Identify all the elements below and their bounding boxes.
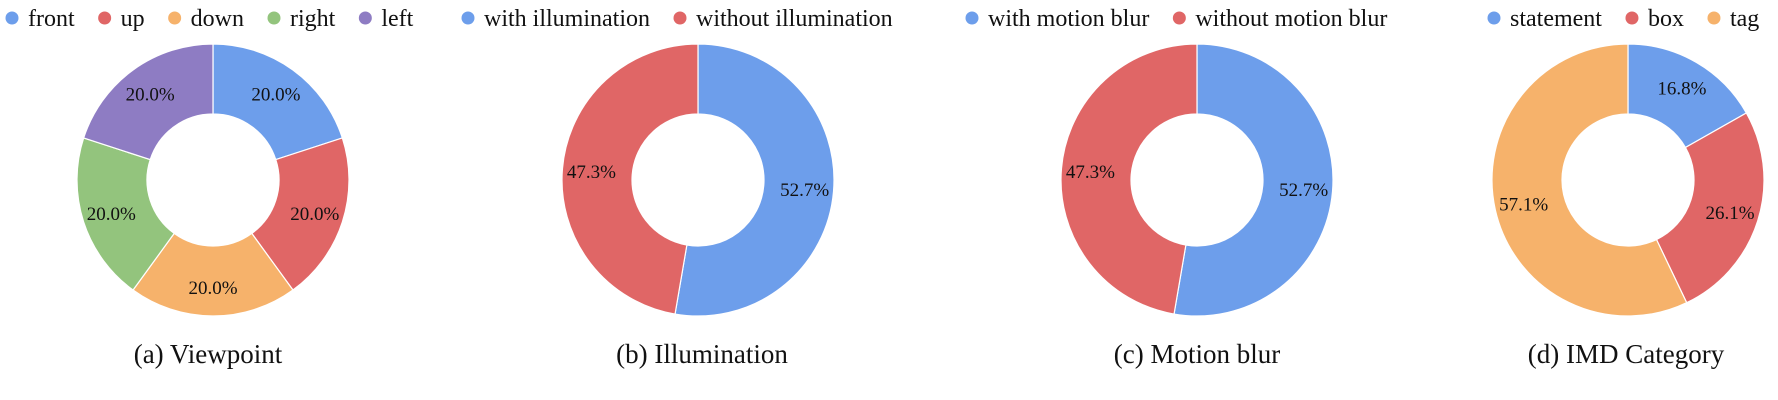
- data-label: 52.7%: [780, 180, 829, 201]
- donut-slice: [212, 43, 344, 161]
- chart-panel-2: with motion blur without motion blur 52.7%…: [965, 6, 1387, 369]
- donut-slice: [561, 43, 699, 315]
- legend-item: with illumination: [461, 6, 650, 32]
- donut-slice: [82, 43, 214, 161]
- legend-item: front: [5, 6, 75, 32]
- legend-marker: [1707, 11, 1721, 25]
- donut-slice: [1173, 43, 1334, 317]
- data-label: 20.0%: [126, 84, 175, 105]
- data-label: 47.3%: [567, 162, 616, 183]
- chart-panel-0: front up down right left 20.0% 20.0% 20.0% 20.0%…: [5, 6, 414, 369]
- legend-marker: [98, 11, 112, 25]
- data-label: 57.1%: [1499, 195, 1548, 216]
- legend-label: right: [290, 6, 336, 32]
- legend-label: up: [121, 6, 145, 32]
- chart-panel-3: statement box tag 16.8% 26.1% 57.1% (d) IMD Ca…: [1487, 6, 1765, 369]
- chart-caption: (d) IMD Category: [1528, 339, 1725, 369]
- donut-slice: [132, 232, 294, 317]
- donut-slice: [674, 43, 835, 317]
- legend-label: front: [28, 6, 75, 32]
- legend-item: left: [358, 6, 414, 32]
- legend-marker: [358, 11, 372, 25]
- legend-label: tag: [1730, 6, 1759, 32]
- legend-label: box: [1648, 6, 1684, 32]
- legend-item: right: [267, 6, 336, 32]
- legend-item: without illumination: [673, 6, 893, 32]
- data-label: 26.1%: [1706, 203, 1755, 224]
- legend-marker: [168, 11, 182, 25]
- chart-caption: (c) Motion blur: [1114, 339, 1280, 369]
- donut-slice: [76, 137, 176, 291]
- donut-slice: [1060, 43, 1198, 315]
- donut-slice: [1655, 112, 1765, 304]
- legend-label: left: [381, 6, 413, 32]
- legend: with illumination without illumination: [461, 6, 893, 32]
- legend-marker: [267, 11, 281, 25]
- legend-marker: [461, 11, 475, 25]
- legend-item: down: [168, 6, 244, 32]
- legend-item: without motion blur: [1172, 6, 1387, 32]
- legend-item: statement: [1487, 6, 1602, 32]
- legend-marker: [5, 11, 19, 25]
- donut-slice: [1491, 43, 1688, 317]
- data-label: 20.0%: [290, 204, 339, 225]
- legend-label: statement: [1510, 6, 1602, 32]
- legend-label: with illumination: [484, 6, 650, 32]
- data-label: 47.3%: [1066, 162, 1115, 183]
- data-label: 20.0%: [251, 84, 300, 105]
- legend: with motion blur without motion blur: [965, 6, 1387, 32]
- legend-label: with motion blur: [988, 6, 1149, 32]
- legend-item: box: [1625, 6, 1684, 32]
- legend-marker: [1625, 11, 1639, 25]
- legend-label: without illumination: [696, 6, 893, 32]
- legend: statement box tag: [1487, 6, 1759, 32]
- legend-marker: [1172, 11, 1186, 25]
- legend-label: down: [191, 6, 244, 32]
- legend-label: without motion blur: [1195, 6, 1387, 32]
- legend-marker: [965, 11, 979, 25]
- legend-item: up: [98, 6, 145, 32]
- chart-panel-1: with illumination without illumination 52.…: [461, 6, 893, 369]
- legend-marker: [673, 11, 687, 25]
- legend-item: with motion blur: [965, 6, 1149, 32]
- data-label: 20.0%: [188, 278, 237, 299]
- legend: front up down right left: [5, 6, 414, 32]
- chart-caption: (a) Viewpoint: [134, 339, 283, 369]
- donut-slice: [250, 137, 350, 291]
- chart-caption: (b) Illumination: [616, 339, 788, 369]
- data-label: 20.0%: [87, 204, 136, 225]
- legend-item: tag: [1707, 6, 1759, 32]
- data-label: 52.7%: [1279, 180, 1328, 201]
- legend-marker: [1487, 11, 1501, 25]
- data-label: 16.8%: [1657, 79, 1706, 100]
